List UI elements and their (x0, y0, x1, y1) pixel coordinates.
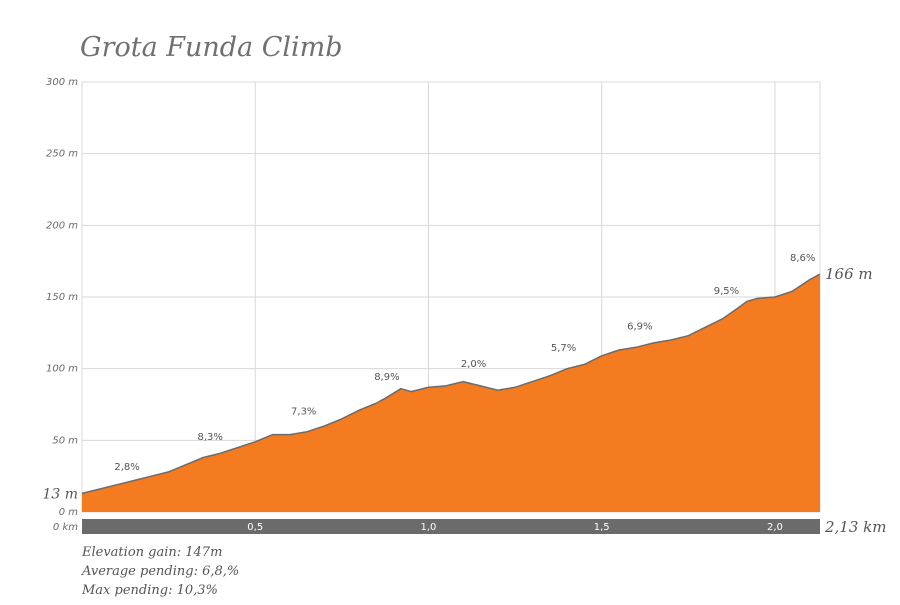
grade-label: 8,9% (374, 372, 399, 383)
x-tick-label: 2,13 km (824, 518, 886, 536)
grade-label: 7,3% (291, 406, 316, 417)
x-tick-label: 1,5 (594, 522, 610, 533)
y-tick-label: 0 m (59, 507, 79, 518)
y-tick-label: 150 m (46, 292, 78, 303)
x-tick-label: 0,5 (247, 522, 263, 533)
grade-label: 8,6% (790, 253, 815, 264)
y-tick-label: 300 m (46, 77, 78, 88)
y-tick-label: 250 m (46, 149, 78, 160)
x-tick-label: 2,0 (767, 522, 783, 533)
x-tick-label: 0 km (53, 522, 78, 533)
y-axis: 0 m 50 m 100 m 150 m 200 m 250 m 300 m (46, 77, 78, 518)
stat-average-pending: Average pending: 6,8,% (81, 564, 239, 579)
grade-label: 8,3% (197, 432, 222, 443)
grade-label: 6,9% (627, 322, 652, 333)
grade-label: 9,5% (714, 286, 739, 297)
stat-elevation-gain: Elevation gain: 147m (81, 545, 222, 560)
elevation-area-fill (82, 274, 820, 512)
y-tick-label: 50 m (52, 435, 78, 446)
distance-axis-bar (82, 519, 820, 534)
x-tick-label: 1,0 (421, 522, 437, 533)
grade-labels: 2,8% 8,3% 7,3% 8,9% 2,0% 5,7% 6,9% 9,5% 8,6% (114, 253, 815, 473)
stat-max-pending: Max pending: 10,3% (81, 583, 218, 598)
end-elevation-label: 166 m (825, 265, 873, 283)
x-axis: 0 km 0,5 1,0 1,5 2,0 2,13 km (53, 518, 887, 536)
elevation-area (81, 273, 821, 512)
grade-label: 5,7% (551, 343, 576, 354)
grade-label: 2,8% (114, 462, 139, 473)
grade-label: 2,0% (461, 359, 486, 370)
y-tick-label: 100 m (46, 364, 78, 375)
start-elevation-label: 13 m (42, 486, 78, 502)
y-tick-label: 200 m (46, 220, 78, 231)
chart-title: Grota Funda Climb (80, 32, 343, 63)
elevation-profile-line (81, 273, 821, 495)
